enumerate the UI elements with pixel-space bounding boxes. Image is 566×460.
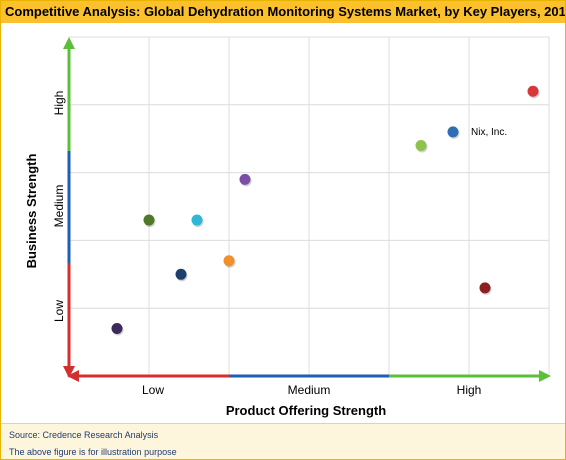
x-tick-label: Low (142, 383, 164, 397)
x-axis-arrow-right (539, 370, 551, 382)
scatter-plot: Low Medium High Low Medium High Nix, Inc. Pro… (24, 36, 551, 418)
data-point (239, 173, 251, 185)
footer: Source: Credence Research Analysis The a… (1, 423, 565, 459)
data-point (143, 214, 155, 226)
grid (68, 36, 550, 377)
tick-labels: Low Medium High Low Medium High (52, 91, 481, 397)
data-point (223, 255, 235, 267)
x-tick-label: Medium (288, 383, 331, 397)
x-tick-label: High (457, 383, 482, 397)
data-point (111, 323, 123, 335)
illustration-note: The above figure is for illustration pur… (9, 447, 177, 457)
y-axis-label: Business Strength (24, 154, 39, 269)
x-axis-label: Product Offering Strength (226, 403, 386, 418)
y-axis-arrow-up (63, 37, 75, 49)
chart-title: Competitive Analysis: Global Dehydration… (1, 1, 565, 23)
y-tick-label: Low (52, 300, 66, 322)
source-note: Source: Credence Research Analysis (9, 430, 159, 440)
y-axis-arrow-down (63, 366, 75, 378)
data-point (415, 139, 427, 151)
y-tick-label: High (52, 91, 66, 116)
data-point-label: Nix, Inc. (471, 127, 507, 138)
y-tick-label: Medium (52, 185, 66, 228)
data-points: Nix, Inc. (111, 85, 540, 336)
data-point (527, 85, 539, 97)
data-point (175, 268, 187, 280)
x-axis-arrow-left (67, 370, 79, 382)
data-point (479, 282, 491, 294)
axes (63, 37, 551, 382)
data-point (447, 126, 459, 138)
data-point (191, 214, 203, 226)
